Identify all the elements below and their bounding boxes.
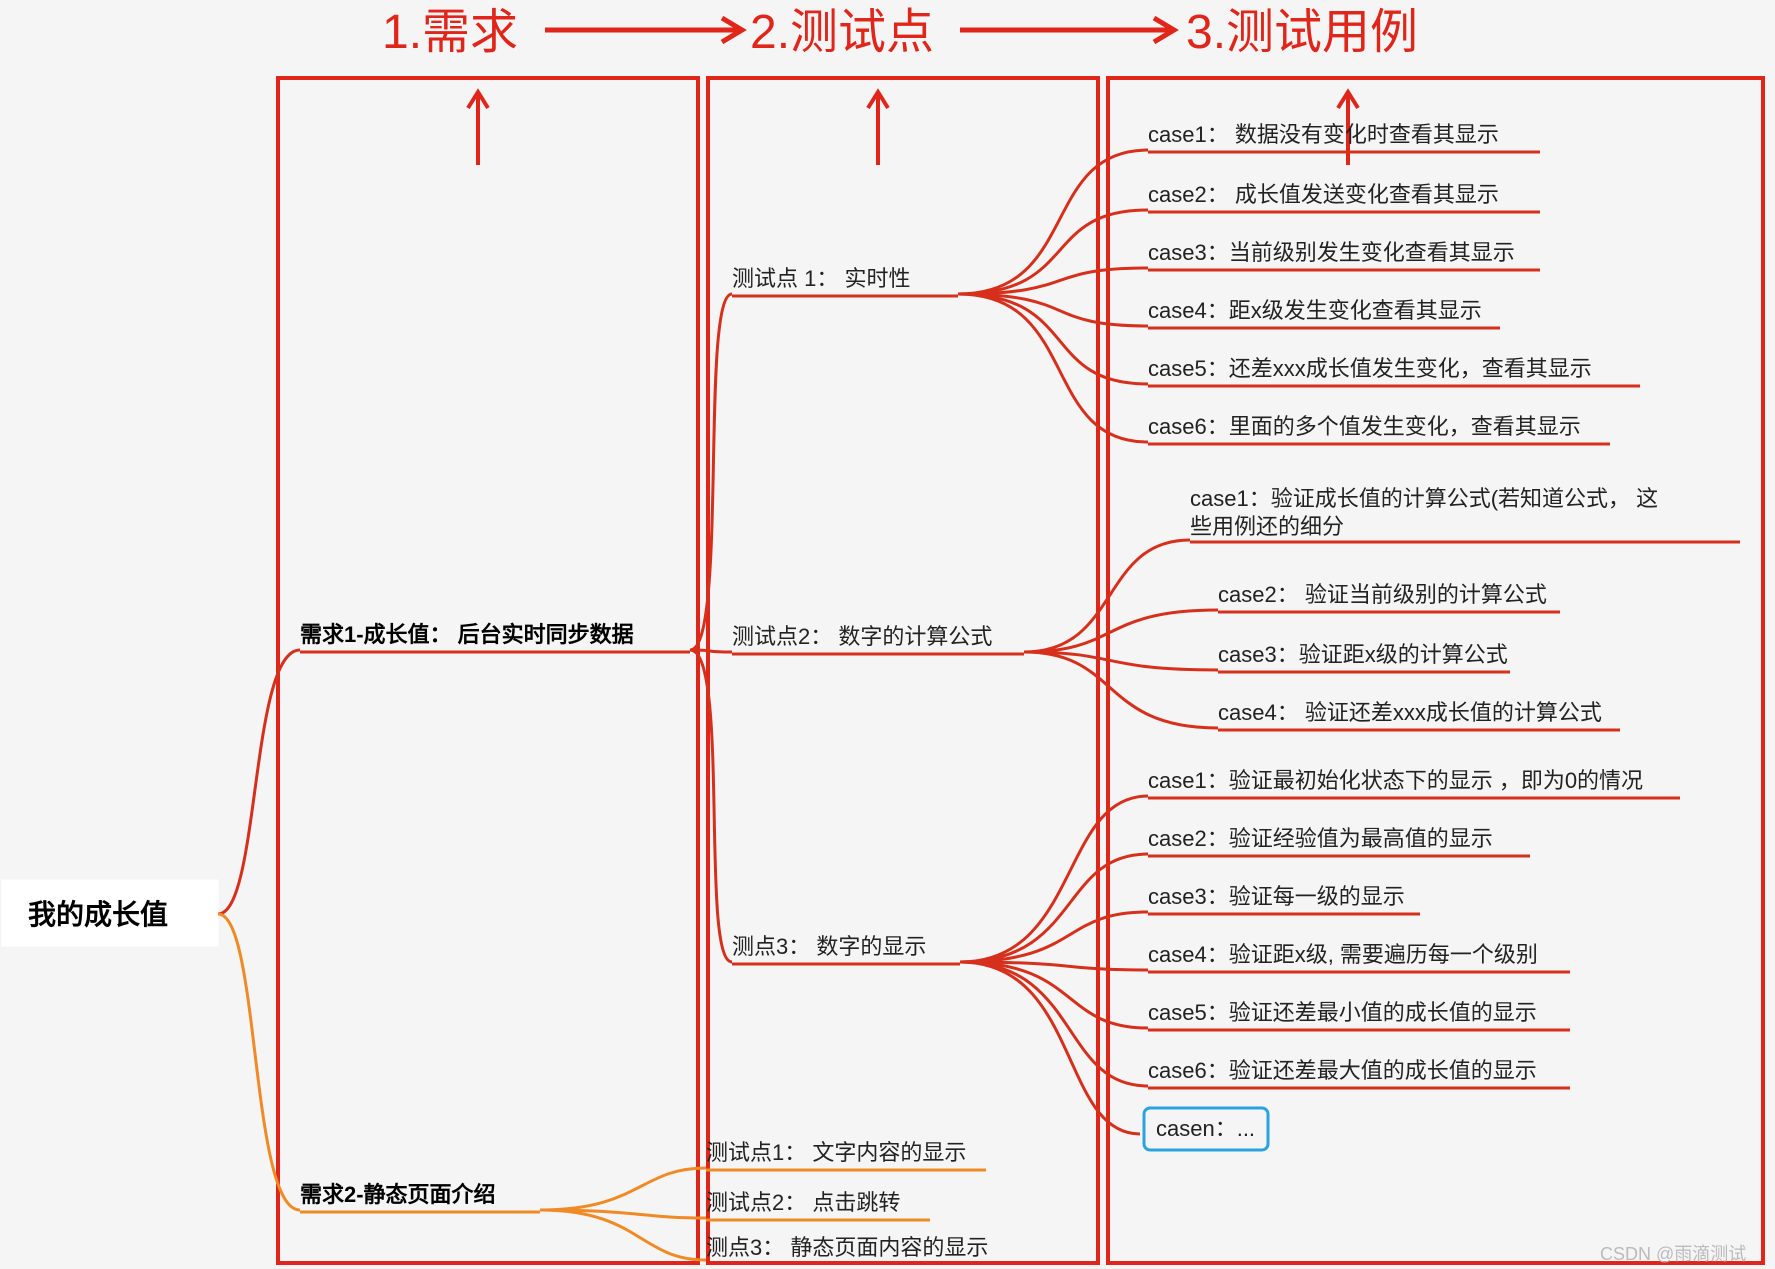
header-col2: 2.测试点	[750, 6, 934, 59]
req1-tp1-case5: case5：还差xxx成长值发生变化，查看其显示	[1148, 356, 1592, 381]
req1-tp1-case2: case2： 成长值发送变化查看其显示	[1148, 182, 1499, 207]
req1-tp2-case2: case2： 验证当前级别的计算公式	[1218, 582, 1547, 607]
req1-tp3-case1: case1：验证最初始化状态下的显示 ，即为0的情况	[1148, 768, 1643, 793]
box-col1	[278, 78, 698, 1263]
up-arrow-col2	[868, 92, 888, 165]
req1-tp1-case3: case3：当前级别发生变化查看其显示	[1148, 240, 1515, 265]
curve-tp1-c1	[958, 150, 1148, 294]
curve-tp3-c5	[960, 962, 1148, 1028]
curve-tp3-c1	[960, 796, 1148, 962]
req1-tp1-case1: case1： 数据没有变化时查看其显示	[1148, 122, 1499, 147]
req2-label: 需求2-静态页面介绍	[300, 1182, 496, 1207]
req1-tp2-label: 测试点2： 数字的计算公式	[732, 624, 992, 649]
req1-tp1-label: 测试点 1： 实时性	[732, 266, 910, 291]
header-col3: 3.测试用例	[1186, 6, 1418, 59]
req1-tp2-case1: case1：验证成长值的计算公式(若知道公式， 这 些用例还的细分	[1190, 486, 1664, 539]
req1-label: 需求1-成长值： 后台实时同步数据	[300, 622, 634, 647]
up-arrow-col1	[468, 92, 488, 165]
root-node-label: 我的成长值	[28, 898, 168, 930]
req1-tp3-case2: case2：验证经验值为最高值的显示	[1148, 826, 1493, 851]
req1-tp3-case5: case5：验证还差最小值的成长值的显示	[1148, 1000, 1537, 1025]
req2-tp1-label: 测试点1： 文字内容的显示	[706, 1140, 966, 1165]
req1-tp2-case3: case3：验证距x级的计算公式	[1218, 642, 1508, 667]
req1-tp1-case4: case4：距x级发生变化查看其显示	[1148, 298, 1482, 323]
curve-tp1-c6	[958, 294, 1148, 442]
header-arrow-1-2	[545, 18, 742, 42]
curve-tp3-casen	[960, 962, 1140, 1134]
req1-tp3-case3: case3：验证每一级的显示	[1148, 884, 1405, 909]
req2-tp3-label: 测点3： 静态页面内容的显示	[706, 1235, 988, 1260]
curve-tp2-c2	[1024, 610, 1218, 652]
curve-req2-tp1	[540, 1168, 706, 1210]
curve-root-req2	[218, 914, 300, 1210]
curve-root-req1	[218, 650, 300, 914]
req1-tp2-case4: case4： 验证还差xxx成长值的计算公式	[1218, 700, 1602, 725]
mindmap-diagram: 1.需求 2.测试点 3.测试用例 我的成长值 需求1-成长值： 后台实时同步数…	[0, 0, 1775, 1269]
req1-tp3-casen: casen：...	[1156, 1116, 1255, 1141]
watermark: CSDN @雨滴测试	[1600, 1244, 1746, 1264]
curve-tp3-c3	[960, 912, 1148, 962]
req1-tp3-case6: case6：验证还差最大值的成长值的显示	[1148, 1058, 1537, 1083]
header-arrow-2-3	[960, 18, 1174, 42]
header-col1: 1.需求	[382, 6, 518, 59]
req1-tp3-label: 测点3： 数字的显示	[732, 934, 926, 959]
req1-tp3-case4: case4：验证距x级, 需要遍历每一个级别	[1148, 942, 1538, 967]
curve-tp3-c2	[960, 854, 1148, 962]
req1-tp1-case6: case6：里面的多个值发生变化，查看其显示	[1148, 414, 1581, 439]
req2-tp2-label: 测试点2： 点击跳转	[706, 1190, 900, 1215]
